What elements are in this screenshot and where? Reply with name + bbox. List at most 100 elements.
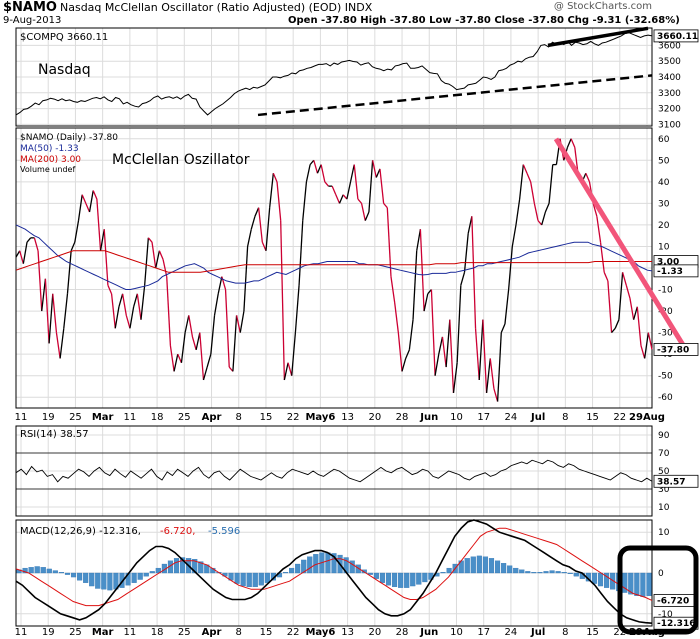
- copyright: @ StockCharts.com: [553, 1, 652, 12]
- namo-segment: [397, 332, 403, 372]
- namo-segment: [272, 172, 278, 183]
- y-tick-label: -10: [658, 286, 673, 296]
- macd-histogram-bar: [240, 572, 246, 587]
- namo-segment: [70, 241, 76, 252]
- macd-panel-frame: [15, 519, 653, 627]
- macd-histogram-bar: [246, 572, 252, 588]
- namo-segment: [456, 285, 462, 363]
- namo-segment: [405, 349, 410, 359]
- macd-histogram-bar: [307, 556, 313, 574]
- macd-histogram-bar: [295, 563, 301, 574]
- namo-segment: [364, 211, 370, 221]
- macd-histogram-bar: [561, 572, 567, 574]
- macd-histogram-bar: [591, 572, 598, 584]
- namo-segment: [349, 164, 355, 182]
- namo-segment: [471, 216, 477, 329]
- x-axis-label-lower: 28: [396, 627, 409, 638]
- ma200-legend: MA(200) 3.00: [20, 155, 81, 165]
- x-axis-label-lower: 22: [613, 627, 626, 638]
- x-axis-label-lower: 22: [287, 627, 300, 638]
- namo-segment: [44, 278, 50, 344]
- macd-histogram-bar: [537, 572, 543, 574]
- x-axis-label-lower: 8: [236, 627, 242, 638]
- namo-segment: [151, 242, 157, 269]
- namo-segment: [463, 233, 469, 273]
- x-axis-label-upper: 13: [341, 412, 354, 423]
- namo-segment: [147, 237, 153, 243]
- macd-histogram-bar: [482, 556, 489, 574]
- namo-segment: [26, 237, 32, 243]
- x-axis-label-lower: Jul: [530, 627, 545, 638]
- macd-histogram-bar: [83, 572, 89, 583]
- namo-segment: [548, 164, 554, 204]
- x-axis-label-lower: Mar: [92, 627, 114, 638]
- price-panel-frame: [15, 27, 653, 127]
- x-axis-label-upper: 20: [368, 412, 381, 423]
- macd-last-label: -12.316: [657, 619, 695, 629]
- x-axis-label-upper: Apr: [202, 412, 222, 423]
- namo-segment: [103, 229, 109, 286]
- namo-segment: [474, 328, 480, 381]
- namo-segment: [235, 315, 241, 333]
- namo-segment: [401, 358, 407, 372]
- x-axis-label-lower: 11: [124, 627, 137, 638]
- namo-segment: [434, 354, 440, 376]
- y-tick-label: 10: [658, 528, 670, 538]
- namo-segment: [125, 315, 131, 329]
- namo-segment: [33, 237, 39, 251]
- y-tick-label: -10: [658, 610, 673, 620]
- namo-segment: [121, 293, 127, 316]
- ma50-legend: MA(50) -1.33: [20, 144, 79, 154]
- namo-segment: [449, 319, 455, 393]
- x-axis-label-lower: 8: [562, 627, 568, 638]
- namo-segment: [599, 242, 605, 273]
- namo-segment: [305, 164, 311, 182]
- namo-segment: [166, 276, 172, 346]
- namo-segment: [357, 198, 363, 204]
- x-axis-label-upper: 29Aug: [629, 412, 665, 423]
- macd-histogram-bar: [385, 572, 392, 586]
- y-tick-label: 70: [658, 449, 670, 459]
- macd-histogram-bar: [597, 572, 604, 587]
- namo-segment: [52, 293, 58, 333]
- macd-histogram-bar: [64, 572, 71, 575]
- macd-histogram-bar: [398, 572, 404, 588]
- y-tick-label: -50: [658, 372, 673, 382]
- macd-histogram-bar: [192, 558, 198, 574]
- macd-histogram-bar: [355, 564, 361, 574]
- namo-segment: [243, 246, 249, 312]
- ma50-last-label-box: [653, 264, 699, 278]
- ticker-symbol: $NAMO: [3, 0, 57, 15]
- namo-segment: [59, 328, 65, 359]
- namo-segment: [383, 202, 388, 209]
- macd-histogram-bar: [258, 572, 264, 586]
- namo-segment: [217, 276, 223, 294]
- namo-segment: [210, 315, 216, 355]
- y-tick-label: 0: [658, 569, 664, 579]
- macd-legend: MACD(12,26,9) -12.316,: [20, 526, 141, 537]
- namo-segment: [636, 306, 642, 346]
- namo-segment: [647, 332, 653, 350]
- macd-highlight-box: [617, 545, 699, 635]
- namo-segment: [88, 190, 94, 213]
- namo-segment: [199, 332, 205, 381]
- x-axis-label-lower: 24: [505, 627, 518, 638]
- namo-segment: [515, 198, 521, 226]
- namo-segment: [276, 181, 282, 221]
- downtrend-line: [553, 137, 689, 352]
- macd-histogram-bar: [52, 570, 58, 574]
- namo-segment: [298, 220, 304, 286]
- macd-histogram-bar: [404, 572, 410, 588]
- macd-signal-legend: -6.720,: [160, 526, 195, 537]
- macd-histogram-bar: [494, 560, 501, 574]
- macd-histogram-bar: [373, 572, 379, 579]
- macd-hist-legend: -5.596: [208, 526, 240, 537]
- namo-segment: [530, 181, 535, 204]
- namo-segment: [162, 259, 168, 277]
- macd-histogram-bar: [301, 559, 307, 574]
- namo-segment: [614, 319, 620, 329]
- namo-segment: [283, 362, 289, 381]
- namo-segment: [324, 181, 329, 187]
- macd-histogram-bar: [416, 572, 422, 585]
- namo-segment: [493, 388, 499, 402]
